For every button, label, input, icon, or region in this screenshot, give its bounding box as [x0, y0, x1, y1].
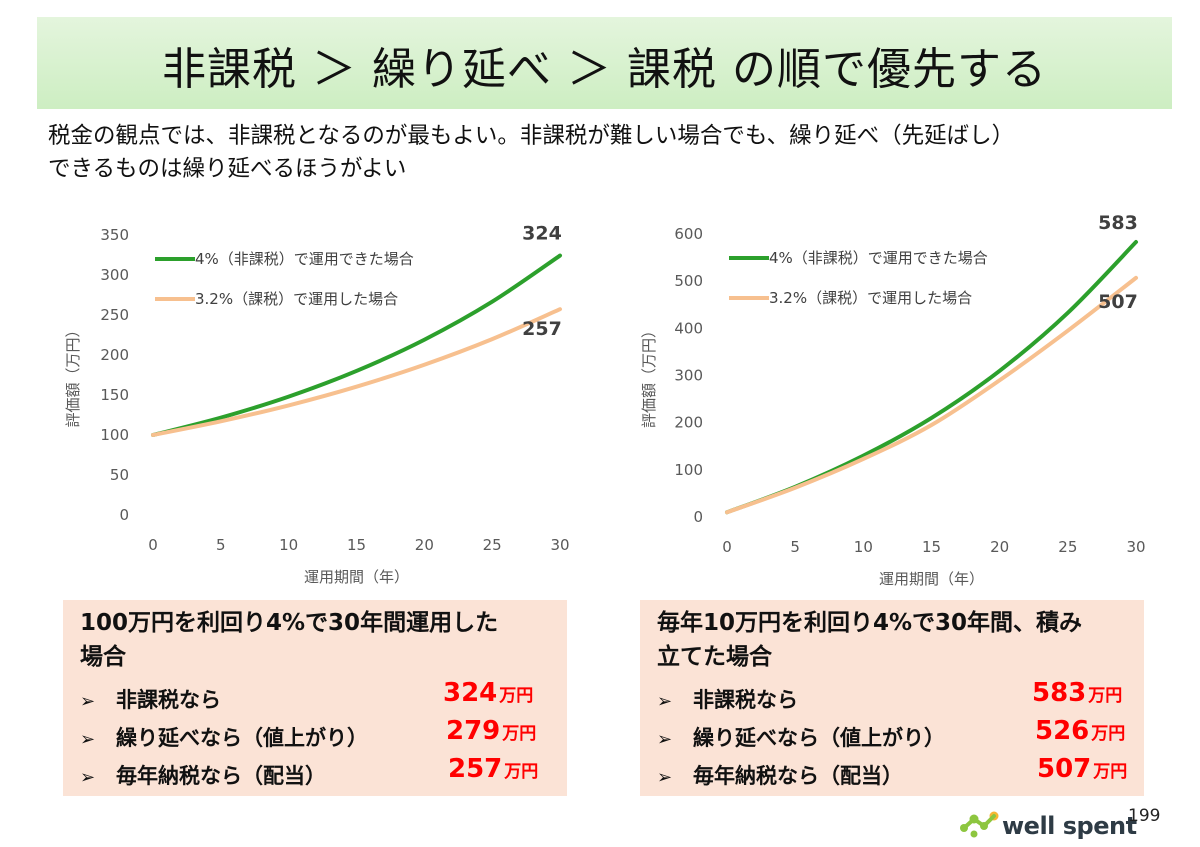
- series-line-taxed: [151, 307, 562, 437]
- value-deferred: 279 万円: [446, 716, 537, 746]
- list-item: ➢ 繰り延べなら（値上がり）: [80, 726, 368, 750]
- x-tick-label: 5: [790, 538, 800, 556]
- value-taxed-yearly: 257 万円: [448, 754, 539, 784]
- page-subtitle: 税金の観点では、非課税となるのが最もよい。非課税が難しい場合でも、繰り延べ（先延…: [48, 120, 1178, 186]
- chart-monthly-saving: 0 100 200 300 400 500 600 0 5 10 15 20 25 30 運用期間（年） 評価…: [640, 212, 1146, 588]
- data-label: 324: [522, 223, 562, 245]
- x-tick-label: 30: [1126, 538, 1145, 556]
- x-tick-label: 20: [990, 538, 1009, 556]
- well-spent-logo-icon: [960, 811, 999, 838]
- subtitle-line-1: 税金の観点では、非課税となるのが最もよい。非課税が難しい場合でも、繰り延べ（先延…: [48, 123, 1015, 149]
- x-tick-label: 0: [722, 538, 732, 556]
- legend-label: 3.2%（課税）で運用した場合: [769, 289, 972, 307]
- value-tax-free: 324 万円: [443, 678, 534, 708]
- legend-label: 4%（非課税）で運用できた場合: [769, 249, 988, 267]
- arrow-bullet-icon: ➢: [80, 691, 96, 712]
- x-tick-label: 30: [550, 536, 569, 554]
- box-title: 100万円を利回り4%で30年間運用した 場合: [80, 610, 499, 670]
- series-line-tax-free: [151, 253, 562, 437]
- list-item: ➢ 非課税なら: [80, 688, 221, 712]
- y-axis-title: 評価額（万円）: [640, 323, 658, 428]
- page-title: 非課税 ＞ 繰り延べ ＞ 課税 の順で優先する: [162, 44, 1047, 95]
- data-label: 257: [522, 318, 562, 340]
- x-axis-title: 運用期間（年）: [879, 570, 984, 588]
- page-number: 199: [1128, 806, 1161, 826]
- y-tick-label: 600: [674, 225, 703, 243]
- legend-label: 4%（非課税）で運用できた場合: [195, 250, 414, 268]
- list-item: ➢ 繰り延べなら（値上がり）: [657, 726, 945, 750]
- y-tick-label: 50: [110, 466, 129, 484]
- x-tick-label: 15: [347, 536, 366, 554]
- arrow-bullet-icon: ➢: [657, 729, 673, 750]
- x-axis-title: 運用期間（年）: [304, 568, 409, 586]
- list-item: ➢ 毎年納税なら（配当）: [80, 764, 326, 788]
- series-line-taxed: [725, 275, 1138, 515]
- x-tick-label: 25: [483, 536, 502, 554]
- x-tick-label: 15: [922, 538, 941, 556]
- chart-lump-sum: 0 50 100 150 200 250 300 350 0 5 10 15 20 25 30 運用期間（年）…: [64, 223, 570, 586]
- value-deferred: 526 万円: [1035, 716, 1126, 746]
- arrow-bullet-icon: ➢: [657, 691, 673, 712]
- x-tick-label: 10: [854, 538, 873, 556]
- y-tick-label: 200: [674, 414, 703, 432]
- value-taxed-yearly: 507 万円: [1037, 754, 1128, 784]
- brand-name: well spent: [1002, 812, 1137, 840]
- x-tick-label: 20: [415, 536, 434, 554]
- data-label: 507: [1098, 291, 1138, 313]
- y-tick-label: 300: [100, 266, 129, 284]
- summary-box-monthly-saving: 毎年10万円を利回り4%で30年間、積み 立てた場合 ➢ 非課税なら 583 万円 …: [640, 600, 1144, 796]
- x-tick-label: 10: [279, 536, 298, 554]
- series-line-tax-free: [725, 240, 1138, 515]
- y-tick-label: 150: [100, 386, 129, 404]
- arrow-bullet-icon: ➢: [80, 767, 96, 788]
- y-tick-label: 0: [693, 508, 703, 526]
- y-axis-title: 評価額（万円）: [64, 322, 82, 427]
- summary-box-lump-sum: 100万円を利回り4%で30年間運用した 場合 ➢ 非課税なら 324 万円 ➢ 繰り…: [63, 600, 567, 796]
- subtitle-line-2: できるものは繰り延べるほうがよい: [48, 156, 407, 182]
- arrow-bullet-icon: ➢: [657, 767, 673, 788]
- y-tick-label: 300: [674, 367, 703, 385]
- x-tick-label: 25: [1058, 538, 1077, 556]
- y-tick-label: 200: [100, 346, 129, 364]
- data-label: 583: [1098, 212, 1138, 234]
- x-tick-label: 0: [148, 536, 158, 554]
- y-tick-label: 100: [100, 426, 129, 444]
- y-tick-label: 350: [100, 226, 129, 244]
- list-item: ➢ 毎年納税なら（配当）: [657, 764, 903, 788]
- arrow-bullet-icon: ➢: [80, 729, 96, 750]
- y-tick-label: 0: [119, 506, 129, 524]
- legend-label: 3.2%（課税）で運用した場合: [195, 290, 398, 308]
- value-tax-free: 583 万円: [1032, 678, 1123, 708]
- title-banner: 非課税 ＞ 繰り延べ ＞ 課税 の順で優先する: [37, 17, 1172, 109]
- y-tick-label: 400: [674, 319, 703, 337]
- box-title: 毎年10万円を利回り4%で30年間、積み 立てた場合: [657, 610, 1083, 670]
- x-tick-label: 5: [216, 536, 226, 554]
- y-tick-label: 500: [674, 272, 703, 290]
- y-tick-label: 250: [100, 306, 129, 324]
- list-item: ➢ 非課税なら: [657, 688, 798, 712]
- y-tick-label: 100: [674, 461, 703, 479]
